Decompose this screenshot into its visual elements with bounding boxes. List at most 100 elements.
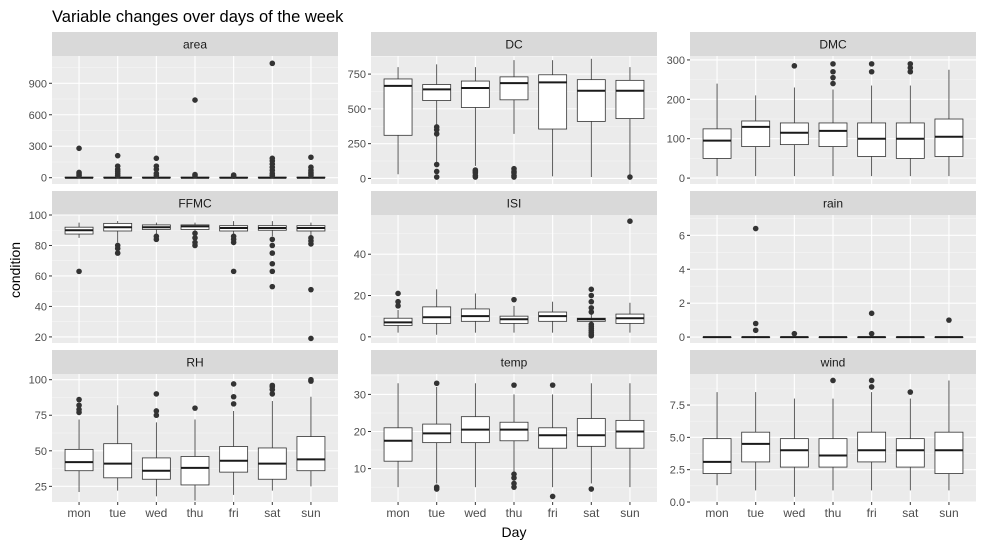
outlier-point: [308, 164, 314, 171]
facet-strip: [690, 32, 976, 56]
box-sun: [296, 154, 326, 179]
x-tick-label: sat: [902, 506, 919, 520]
box-body: [818, 438, 848, 468]
box-sat: [576, 286, 606, 339]
y-tick-label: 20: [354, 427, 366, 439]
facet-strip: [52, 191, 338, 215]
outlier-point: [192, 405, 198, 411]
box-fri: [219, 221, 249, 275]
outlier-point: [868, 384, 875, 390]
outlier-point: [588, 292, 595, 299]
outlier-point: [907, 68, 914, 75]
x-tick-label: thu: [187, 506, 204, 520]
outlier-point: [76, 169, 82, 176]
y-tick-label: 75: [35, 410, 47, 422]
y-tick-label: 500: [348, 104, 366, 116]
outlier-point: [153, 170, 160, 177]
box-body: [499, 76, 529, 101]
box-mon: [383, 290, 413, 333]
outlier-point: [269, 268, 276, 275]
x-axis-label: Day: [502, 524, 527, 540]
box-mon: [702, 83, 732, 177]
box-thu: [818, 61, 848, 177]
outlier-point: [868, 61, 875, 67]
facet-panel-wind: wind 0.0 2.5 5.0 7.5 mon tue wed thu fri sat sun: [670, 350, 976, 520]
outlier-point: [153, 163, 160, 169]
outlier-point: [308, 286, 314, 293]
facet-strip-label: wind: [820, 356, 846, 370]
outlier-point: [269, 60, 276, 67]
box-body: [779, 438, 809, 468]
x-tick-label: fri: [548, 506, 558, 520]
outlier-point: [830, 61, 836, 67]
box-tue: [422, 380, 452, 492]
y-tick-label: 50: [35, 446, 47, 458]
box-body: [538, 427, 568, 449]
outlier-point: [153, 391, 160, 397]
outlier-point: [868, 310, 875, 317]
box-wed: [460, 67, 490, 180]
box-body: [296, 436, 326, 472]
box-body: [64, 448, 94, 472]
facet-strip: [690, 191, 976, 215]
y-tick-label: 80: [35, 240, 47, 252]
box-tue: [103, 152, 133, 179]
facet-strip: [371, 350, 657, 374]
outlier-point: [269, 382, 276, 389]
y-tick-label: 300: [29, 141, 47, 153]
box-body: [538, 74, 568, 130]
facet-panel-isi: ISI 0 20 40: [354, 191, 657, 344]
outlier-point: [791, 63, 798, 69]
outlier-point: [230, 233, 237, 240]
box-thu: [499, 382, 529, 490]
box-body: [180, 456, 210, 486]
box-body: [422, 306, 452, 324]
y-tick-label: 100: [29, 210, 47, 222]
y-tick-label: 100: [29, 375, 47, 387]
facet-strip-label: DC: [505, 38, 523, 52]
outlier-point: [76, 268, 82, 275]
y-tick-label: 30: [354, 389, 366, 401]
facet-grid: area0300600900DC0250500750DMC0100200300F…: [29, 32, 976, 520]
outlier-point: [153, 412, 160, 419]
box-body: [576, 79, 606, 122]
outlier-point: [308, 154, 314, 161]
outlier-point: [192, 171, 198, 178]
box-body: [576, 418, 606, 447]
outlier-point: [76, 402, 82, 409]
outlier-point: [752, 225, 759, 232]
box-sun: [934, 317, 964, 339]
outlier-point: [472, 167, 479, 173]
x-tick-label: tue: [747, 506, 764, 520]
outlier-point: [752, 320, 759, 327]
outlier-point: [830, 80, 836, 87]
box-body: [141, 457, 171, 480]
box-body: [615, 79, 645, 120]
outlier-point: [114, 242, 121, 249]
x-tick-label: mon: [67, 506, 90, 520]
outlier-point: [269, 242, 276, 249]
box-body: [422, 84, 452, 101]
x-tick-label: fri: [867, 506, 877, 520]
outlier-point: [269, 250, 276, 256]
y-tick-label: 60: [35, 271, 47, 283]
box-sat: [257, 60, 287, 179]
x-tick-label: fri: [229, 506, 239, 520]
outlier-point: [230, 268, 237, 275]
box-tue: [741, 392, 771, 491]
box-tue: [741, 95, 771, 177]
outlier-point: [114, 250, 121, 256]
box-mon: [702, 392, 732, 486]
box-tue: [103, 405, 133, 491]
outlier-point: [588, 298, 595, 305]
outlier-point: [588, 309, 595, 315]
outlier-point: [76, 145, 82, 152]
y-tick-label: 4: [679, 264, 685, 276]
outlier-point: [433, 131, 440, 137]
outlier-point: [907, 61, 914, 67]
box-mon: [383, 67, 413, 175]
box-sat: [257, 221, 287, 290]
y-tick-label: 2: [679, 298, 685, 310]
facet-panel-temp: temp 10 20 30 mon tue wed thu fri sat sun: [354, 350, 657, 520]
y-tick-label: 0.0: [670, 497, 685, 509]
